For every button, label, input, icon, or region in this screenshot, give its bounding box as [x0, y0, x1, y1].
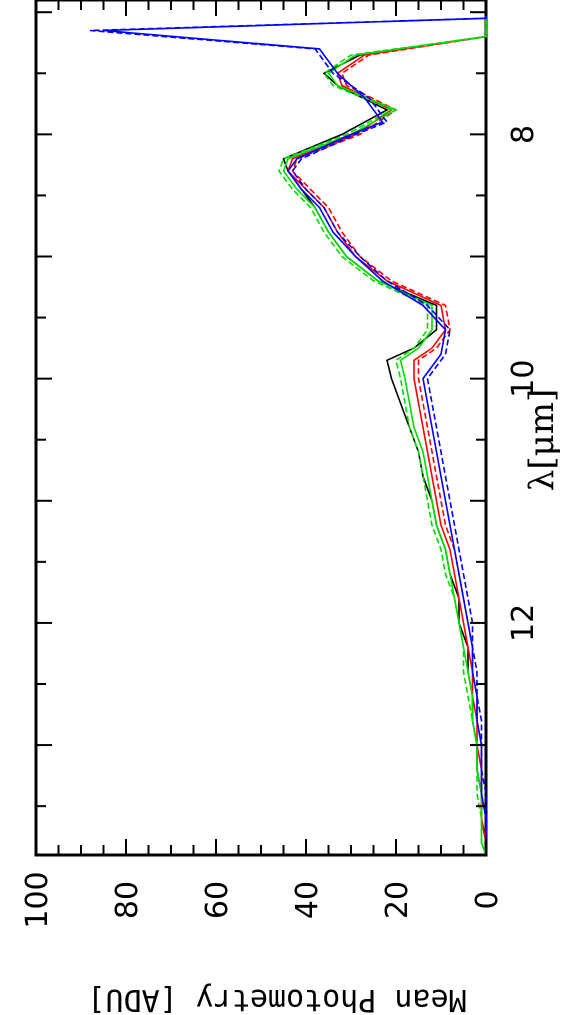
y-tick-label: 40	[290, 881, 325, 919]
series-layer	[89, 0, 487, 856]
plot-frame	[34, 0, 488, 857]
y-tick-label: 0	[470, 890, 505, 909]
x-tick-label: 10	[506, 360, 541, 398]
x-tick-label: 8	[506, 125, 541, 144]
x-axis-label: λ[μm]	[522, 389, 562, 491]
label-layer: 8 10 12 0 20 40 60 80 100	[20, 125, 541, 929]
y-tick-label: 100	[20, 871, 55, 928]
series-line-3	[291, 0, 487, 855]
series-line-4	[282, 0, 487, 856]
y-tick-label: 20	[380, 881, 415, 919]
y-axis-label: Mean Photometry [ADU]	[87, 982, 466, 1015]
y-tick-label: 60	[200, 881, 235, 919]
series-line-7	[89, 0, 487, 855]
series-line-1	[282, 0, 487, 855]
series-line-5	[278, 0, 487, 856]
tick-layer	[35, 0, 487, 855]
series-line-2	[287, 0, 487, 855]
series-line-6	[103, 0, 487, 855]
y-tick-label: 80	[110, 881, 145, 919]
x-tick-label: 12	[506, 604, 541, 642]
